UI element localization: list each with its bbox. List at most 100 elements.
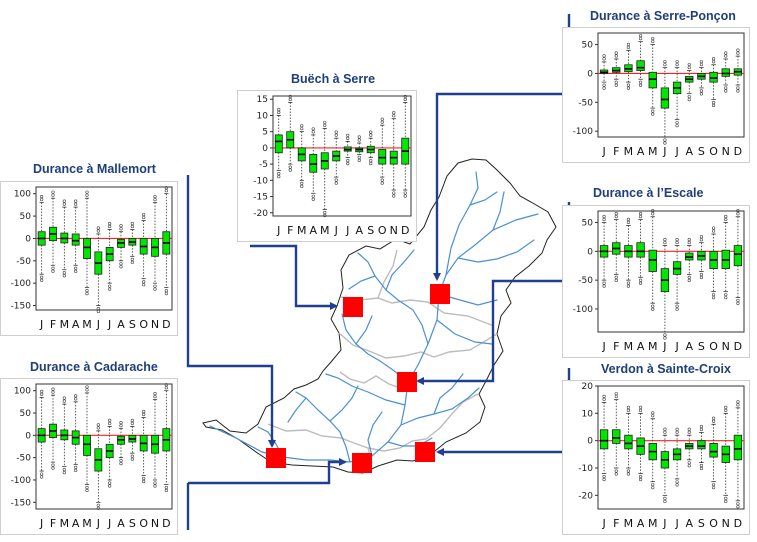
outlier-point [96,423,100,427]
boxplot-panel-cadarache: 100 50 0 -50 -100 -150 J F M A M J J A S O N D [0,378,178,535]
y-tick-label: 50 [20,212,32,222]
outlier-point [153,198,157,202]
month-label: M [648,340,658,353]
outlier-point [153,284,157,288]
outlier-point [663,499,667,503]
outlier-point [62,396,66,400]
box-D [162,186,171,296]
outlier-point [392,194,396,198]
outlier-point [96,229,100,233]
outlier-point [74,465,78,469]
outlier-point [651,36,655,41]
y-tick-label: -50 [16,454,31,464]
month-label: M [320,224,330,237]
outlier-point [724,217,728,222]
box-O [709,57,718,108]
y-tick-label: 0 [587,437,593,447]
month-label: M [297,224,307,237]
outlier-point [614,469,618,473]
box-iqr [83,434,91,456]
box-O [139,409,148,484]
outlier-point [96,506,100,510]
outlier-point [62,274,66,278]
month-label: A [72,318,80,331]
outlier-point [675,427,679,431]
outlier-point [130,224,134,229]
y-tick-label: 5 [262,128,268,138]
outlier-point [736,51,740,55]
outlier-point [277,174,281,179]
outlier-point [40,472,44,476]
outlier-point [357,158,361,162]
month-label: D [734,145,742,158]
month-label: F [613,517,619,530]
outlier-point [323,120,327,125]
month-label: S [698,145,705,158]
box-M [648,36,657,116]
y-tick-label: 0 [587,247,593,257]
month-label: A [117,318,125,331]
outlier-point [675,121,679,125]
outlier-point [687,240,691,245]
outlier-point [130,221,134,226]
outlier-point [334,178,338,182]
y-tick-label: 0 [25,234,31,244]
outlier-point [142,215,146,220]
box-N [151,392,159,488]
outlier-point [711,57,716,61]
outlier-point [346,136,350,141]
outlier-point [62,399,66,403]
outlier-point [724,54,728,58]
outlier-point [736,502,740,506]
plot-area [35,186,173,311]
outlier-point [614,275,618,279]
outlier-point [96,226,100,230]
box-J [672,237,682,311]
outlier-point [638,278,643,282]
box-S [697,60,706,96]
plot-area [597,32,745,138]
outlier-point [119,265,123,269]
outlier-point [626,281,631,285]
outlier-point [130,418,134,423]
month-label: J [601,517,605,530]
month-label: J [96,517,100,530]
outlier-point [403,194,407,198]
outlier-point [85,292,89,296]
y-tick-label: -20 [578,491,593,501]
outlier-point [130,457,134,461]
box-iqr [274,134,283,154]
outlier-point [638,477,643,482]
outlier-point [108,481,112,485]
outlier-point [651,109,655,113]
outlier-point [638,408,643,412]
outlier-point [724,293,728,297]
outlier-point [699,275,704,280]
outlier-point [711,419,716,423]
outlier-point [614,54,618,58]
month-label: N [151,517,159,530]
outlier-point [74,202,78,206]
y-tick-label: -100 [573,127,594,137]
outlier-point [323,213,327,218]
y-tick-label: -100 [573,305,594,315]
month-label: N [151,318,159,331]
outlier-point [687,65,691,70]
box-J [672,427,682,487]
box-N [389,111,398,198]
month-label: J [662,517,666,530]
outlier-point [699,463,704,468]
outlier-point [651,486,655,490]
box-J [343,133,352,166]
outlier-point [675,304,679,308]
box-iqr [709,443,718,458]
box-A [685,427,694,468]
outlier-point [724,89,728,93]
outlier-point [130,421,134,426]
box-F [612,212,621,282]
station-marker-serreponcon [430,284,450,304]
outlier-point [85,385,89,389]
outlier-point [675,430,679,434]
outlier-point [277,107,281,112]
